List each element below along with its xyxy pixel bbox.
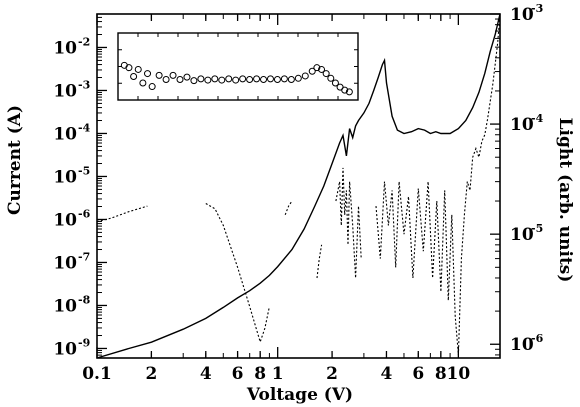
x-tick-label: 4 bbox=[381, 364, 393, 384]
y2-tick-label: 10 bbox=[510, 5, 534, 25]
inset-point bbox=[125, 64, 133, 72]
inset-point bbox=[148, 83, 156, 91]
y2-tick-label: 10 bbox=[510, 225, 534, 245]
inset-point bbox=[318, 65, 326, 73]
inset-point bbox=[130, 73, 138, 81]
x-tick-label: 2 bbox=[145, 364, 157, 384]
y-tick-label: 10 bbox=[53, 339, 77, 359]
y2-tick-label: 10 bbox=[510, 335, 534, 355]
inset-point bbox=[190, 77, 198, 85]
y-tick-exponent: -7 bbox=[78, 250, 90, 263]
y-tick-label: 10 bbox=[53, 167, 77, 187]
inset-point bbox=[313, 64, 321, 72]
light-series-line bbox=[284, 200, 293, 216]
y-axis-title: Current (A) bbox=[5, 105, 25, 215]
y-tick-exponent: -4 bbox=[78, 121, 91, 134]
inset-point bbox=[162, 75, 170, 83]
inset-plot bbox=[117, 32, 359, 101]
y2-tick-label: 10 bbox=[510, 115, 534, 135]
light-series-line bbox=[96, 205, 148, 223]
inset-point bbox=[345, 88, 353, 96]
inset-point bbox=[273, 75, 281, 83]
inset-point bbox=[266, 75, 274, 83]
light-series-line bbox=[316, 244, 323, 279]
inset-point bbox=[308, 67, 316, 75]
inset-point bbox=[232, 76, 240, 84]
inset-point bbox=[322, 70, 330, 78]
inset-point bbox=[341, 86, 349, 94]
x-axis-title: Voltage (V) bbox=[246, 385, 353, 405]
series-layer bbox=[96, 13, 501, 359]
inset-point bbox=[280, 75, 288, 83]
current-series-line bbox=[96, 13, 501, 359]
x-tick-label: 4 bbox=[200, 364, 212, 384]
inset-point bbox=[327, 74, 335, 82]
inset-point bbox=[301, 72, 309, 80]
y-tick-exponent: -5 bbox=[78, 164, 90, 177]
y2-tick-exponent: -5 bbox=[531, 222, 543, 235]
x-tick-label: 8 bbox=[254, 364, 266, 384]
y2-tick-exponent: -4 bbox=[531, 112, 544, 125]
y-tick-label: 10 bbox=[53, 81, 77, 101]
inset-point bbox=[176, 75, 184, 83]
inset-point bbox=[139, 79, 147, 87]
inset-point bbox=[225, 75, 233, 83]
y2-tick-exponent: -6 bbox=[531, 332, 544, 345]
y-tick-exponent: -2 bbox=[78, 35, 90, 48]
inset-point bbox=[246, 75, 254, 83]
x-tick-label: 6 bbox=[232, 364, 244, 384]
y2-tick-exponent: -3 bbox=[531, 2, 543, 15]
inset-point bbox=[239, 75, 247, 83]
y-tick-exponent: -3 bbox=[78, 78, 90, 91]
inset-point bbox=[169, 71, 177, 79]
inset-point bbox=[253, 75, 261, 83]
x-tick-label: 0.1 bbox=[82, 364, 112, 384]
x-tick-label: 6 bbox=[412, 364, 424, 384]
y-tick-label: 10 bbox=[53, 296, 77, 316]
x-tick-label: 1 bbox=[272, 364, 284, 384]
y-tick-label: 10 bbox=[53, 124, 77, 144]
inset-point bbox=[197, 75, 205, 83]
x-tick-label: 2 bbox=[326, 364, 338, 384]
inset-point bbox=[144, 70, 152, 78]
inset-point bbox=[218, 76, 226, 84]
inset-point bbox=[204, 76, 212, 84]
inset-point bbox=[294, 74, 302, 82]
x-tick-label: 8 bbox=[435, 364, 447, 384]
light-series-line bbox=[335, 167, 362, 279]
inset-point bbox=[134, 65, 142, 73]
inset-frame bbox=[117, 32, 359, 101]
inset-point bbox=[211, 75, 219, 83]
y-tick-exponent: -8 bbox=[78, 293, 91, 306]
ticks-layer: 0.1 2 4 6 8 1 2 4 6 8 1010-910-810-710-610-510-410… bbox=[53, 2, 543, 384]
inset-point bbox=[155, 71, 163, 79]
x-tick-label: 10 bbox=[447, 364, 471, 384]
y-tick-exponent: -6 bbox=[78, 207, 91, 220]
inset-point bbox=[260, 75, 268, 83]
light-series-line bbox=[375, 13, 501, 355]
y-tick-label: 10 bbox=[53, 253, 77, 273]
y-tick-label: 10 bbox=[53, 38, 77, 58]
light-series-line bbox=[205, 203, 270, 344]
inset-point bbox=[331, 79, 339, 87]
inset-point bbox=[183, 73, 191, 81]
inset-point bbox=[287, 75, 295, 83]
y2-axis-title: Light (arb. units) bbox=[555, 118, 575, 283]
y-tick-label: 10 bbox=[53, 210, 77, 230]
y-tick-exponent: -9 bbox=[78, 336, 90, 349]
